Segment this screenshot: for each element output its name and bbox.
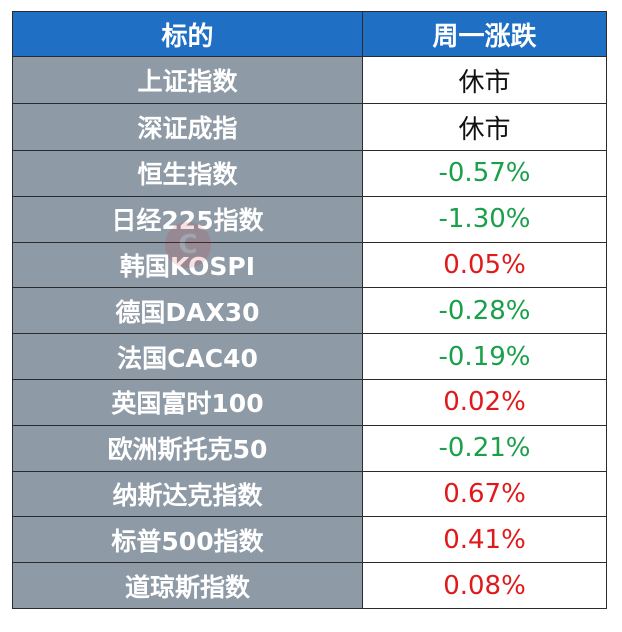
index-name-cell: 恒生指数 [12,150,363,197]
index-name-cell: 德国DAX30 [12,287,363,335]
index-name-cell: 标普500指数 [12,516,363,564]
table-row: 标普500指数 0.41% [12,516,607,564]
table-row: 恒生指数 -0.57% [12,150,607,197]
table-row: 日经225指数 -1.30% [12,195,607,243]
table-row: 英国富时100 0.02% [12,378,607,426]
header-target: 标的 [12,11,363,57]
index-name-cell: 日经225指数 [12,195,363,243]
index-name-cell: 韩国KOSPI [12,241,363,289]
change-value-cell: 0.41% [362,516,607,564]
table-row: 法国CAC40 -0.19% [12,333,607,380]
index-name-cell: 道琼斯指数 [12,562,363,609]
index-name-cell: 欧洲斯托克50 [12,424,363,472]
index-name-cell: 上证指数 [12,55,363,105]
change-value-cell: -1.30% [362,195,607,243]
market-change-table: 标的 周一涨跌 上证指数 休市 深证成指 休市 恒生指数 -0.57% 日经225指数 -1.… [12,11,607,609]
index-name-cell: 法国CAC40 [12,333,363,380]
change-value-cell: 休市 [362,55,607,105]
change-value-cell: -0.21% [362,424,607,472]
change-value-cell: -0.28% [362,287,607,335]
change-value-cell: -0.19% [362,333,607,380]
change-value-cell: -0.57% [362,150,607,197]
table-row: 欧洲斯托克50 -0.21% [12,424,607,472]
table-row: 上证指数 休市 [12,55,607,105]
table-row: 道琼斯指数 0.08% [12,562,607,609]
change-value-cell: 0.02% [362,378,607,426]
header-monday-change: 周一涨跌 [362,11,607,57]
change-value-cell: 0.05% [362,241,607,289]
table-header-row: 标的 周一涨跌 [12,11,607,57]
table-row: 纳斯达克指数 0.67% [12,470,607,518]
table-row: 韩国KOSPI 0.05% [12,241,607,289]
table-row: 深证成指 休市 [12,103,607,152]
change-value-cell: 休市 [362,103,607,152]
change-value-cell: 0.67% [362,470,607,518]
index-name-cell: 英国富时100 [12,378,363,426]
index-name-cell: 纳斯达克指数 [12,470,363,518]
table-body: 上证指数 休市 深证成指 休市 恒生指数 -0.57% 日经225指数 -1.30% 韩国KOS… [12,55,607,609]
change-value-cell: 0.08% [362,562,607,609]
index-name-cell: 深证成指 [12,103,363,152]
table-row: 德国DAX30 -0.28% [12,287,607,335]
